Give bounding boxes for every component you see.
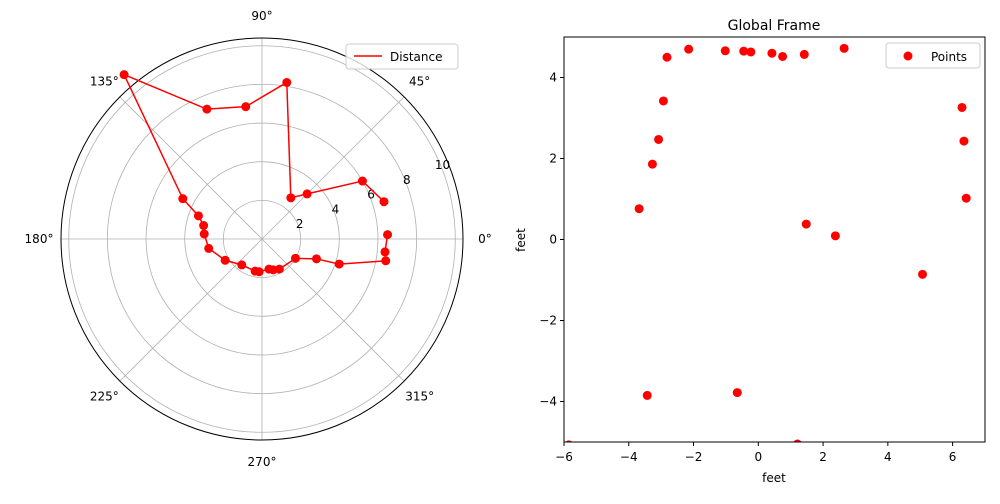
distance-point — [204, 243, 214, 253]
distance-point — [199, 229, 209, 239]
x-tick-label: 4 — [884, 450, 892, 464]
scatter-point — [658, 96, 668, 106]
y-tick-label: 0 — [549, 233, 557, 247]
scatter-point — [830, 231, 840, 241]
angular-tick-label: 90° — [251, 9, 272, 23]
scatter-point — [720, 46, 730, 56]
y-tick-label: 2 — [549, 152, 557, 166]
scatter-legend: Points — [885, 42, 981, 69]
polar-legend: Distance — [345, 43, 459, 70]
scatter-point — [799, 49, 809, 59]
scatter-point — [959, 136, 969, 146]
scatter-axes-frame — [563, 36, 986, 443]
scatter-plot-area — [565, 43, 971, 442]
polar-outer-spine — [60, 37, 464, 441]
angular-grid-line — [261, 96, 405, 240]
distance-point — [334, 259, 344, 269]
distance-point — [254, 267, 264, 277]
scatter-title: Global Frame — [728, 18, 821, 34]
radial-tick-label: 2 — [296, 217, 304, 231]
angular-tick-label: 0° — [478, 232, 492, 246]
scatter-point — [662, 52, 672, 62]
x-tick-label: −4 — [620, 450, 638, 464]
x-tick-label: −6 — [555, 450, 573, 464]
scatter-y-axis-label: feet — [514, 228, 528, 252]
distance-point — [383, 230, 393, 240]
distance-point — [178, 194, 188, 204]
x-tick-label: 0 — [754, 450, 762, 464]
radial-tick-label: 6 — [367, 188, 375, 202]
x-tick-label: 6 — [949, 450, 957, 464]
distance-point — [202, 104, 212, 114]
scatter-point — [918, 269, 927, 279]
y-tick-label: 4 — [549, 71, 557, 85]
scatter-ticks: −6 −4 −2 0 2 4 6 −4 −2 0 2 4 — [539, 71, 956, 465]
scatter-point — [957, 102, 967, 112]
scatter-point — [961, 193, 971, 203]
distance-point — [220, 255, 230, 265]
x-tick-label: −2 — [685, 450, 703, 464]
angular-tick-label: 45° — [409, 74, 430, 88]
distance-point — [193, 211, 203, 221]
scatter-point — [839, 43, 849, 53]
distance-point — [290, 253, 300, 263]
radial-tick-label: 10 — [435, 158, 450, 172]
angular-tick-label: 315° — [405, 390, 434, 404]
polar-chart: 2 4 6 8 10 0° 45° 90° 135° 180° 225° 270° 315° Dista… — [25, 9, 492, 469]
distance-point — [119, 70, 129, 80]
distance-point — [282, 77, 292, 87]
scatter-point — [767, 48, 777, 58]
distance-point — [311, 254, 321, 264]
distance-point — [379, 197, 389, 207]
radial-tick-label: 8 — [403, 173, 411, 187]
polar-legend-label: Distance — [390, 50, 442, 64]
scatter-x-axis-label: feet — [762, 471, 786, 485]
distance-point — [241, 102, 251, 112]
distance-point — [237, 260, 247, 270]
scatter-point — [732, 388, 742, 398]
distance-point — [199, 221, 209, 231]
scatter-point — [634, 204, 644, 214]
y-tick-label: −4 — [539, 395, 557, 409]
scatter-point — [647, 159, 657, 169]
scatter-point — [801, 219, 811, 229]
scatter-point — [642, 390, 652, 400]
y-tick-label: −2 — [539, 314, 557, 328]
scatter-point — [778, 51, 788, 61]
distance-point — [274, 264, 284, 274]
polar-grid: 2 4 6 8 10 0° 45° 90° 135° 180° 225° 270° 315° — [25, 9, 492, 469]
scatter-legend-box — [885, 42, 981, 69]
scatter-point — [684, 44, 694, 54]
scatter-point — [654, 134, 664, 144]
angular-tick-label: 180° — [25, 232, 54, 246]
angular-tick-label: 135° — [90, 74, 119, 88]
angular-grid-line — [261, 238, 405, 382]
scatter-legend-label: Points — [931, 50, 967, 64]
polar-legend-box — [345, 43, 459, 70]
polar-series-distance — [119, 70, 393, 277]
distance-point — [357, 176, 367, 186]
scatter-chart: Global Frame −6 −4 −2 0 2 4 6 −4 −2 0 2 4 feet feet… — [514, 18, 986, 485]
scatter-point — [746, 47, 756, 57]
distance-point — [302, 189, 312, 199]
angular-grid-line — [119, 96, 263, 240]
scatter-points — [565, 43, 971, 442]
radial-tick-label: 4 — [332, 202, 340, 216]
angular-tick-label: 225° — [90, 390, 119, 404]
x-tick-label: 2 — [819, 450, 827, 464]
distance-point — [381, 256, 391, 266]
angular-tick-label: 270° — [248, 455, 277, 469]
scatter-point — [793, 439, 802, 442]
scatter-point — [739, 46, 749, 56]
distance-point — [286, 193, 296, 203]
distance-point — [380, 247, 390, 257]
scatter-legend-marker-icon — [903, 51, 913, 61]
